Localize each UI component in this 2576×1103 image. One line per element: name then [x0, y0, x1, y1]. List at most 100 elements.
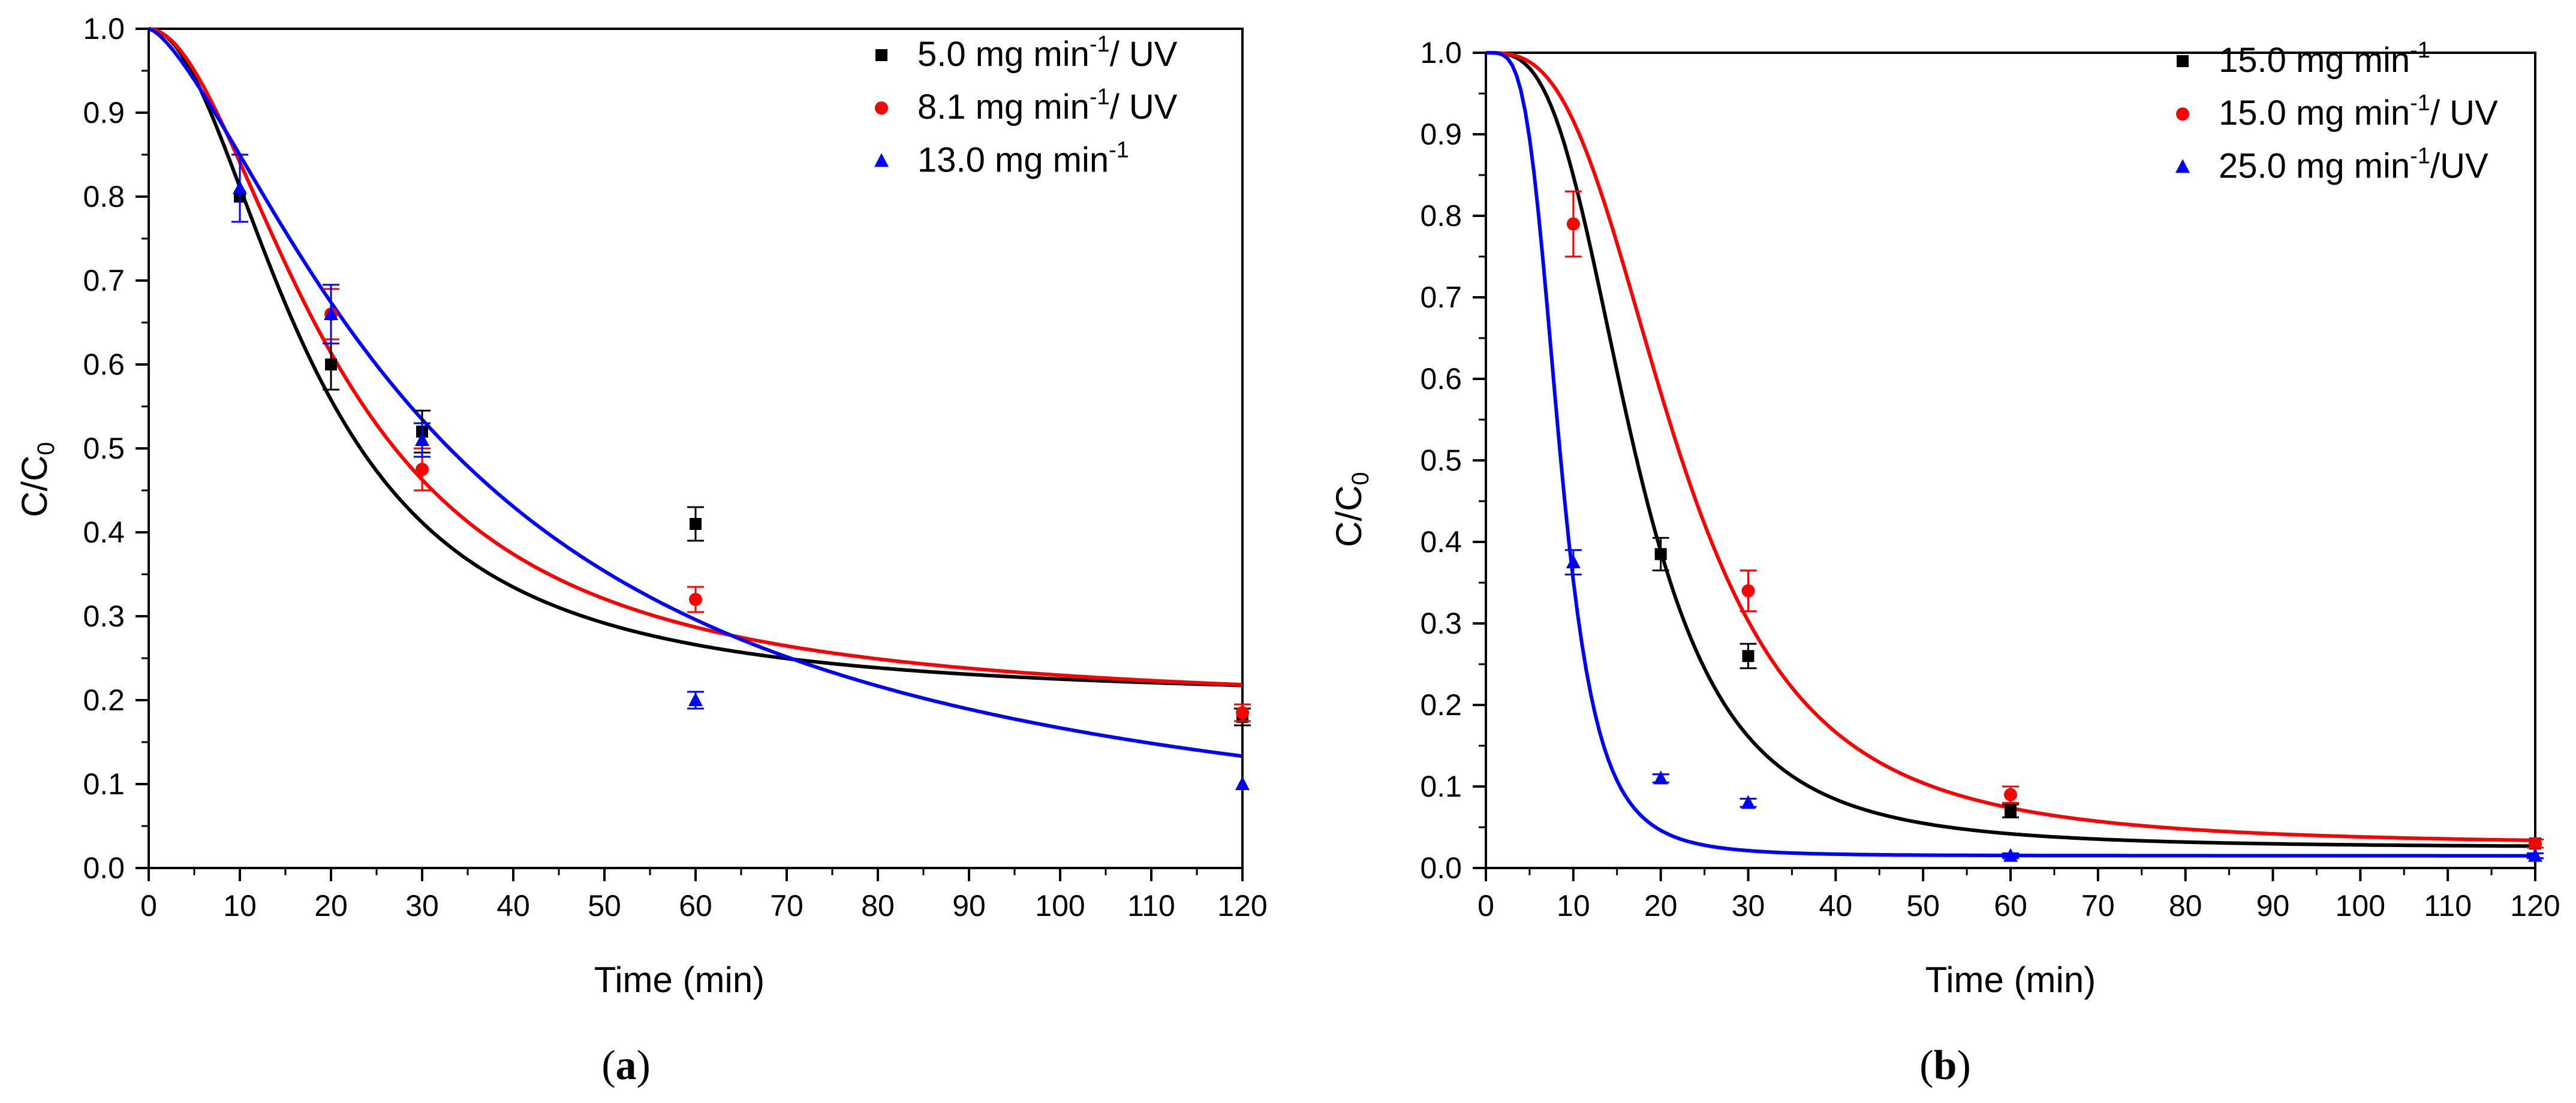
panel-a-xtick-label: 10 — [223, 889, 257, 923]
panel-b-plot: 0 10 20 30 40 50 60 70 80 90 100 110 120 0.0 0.1 0.2 0.3… — [1420, 36, 2560, 923]
panel-a-legend-marker-2 — [875, 101, 888, 115]
legend-text-superscript: -1 — [2410, 143, 2430, 168]
panel-a-xlabel: Time (min) — [594, 960, 765, 1000]
panel-a: Time (min) C/C0 (a) — [14, 442, 765, 1089]
legend-text-main: 15.0 mg min — [2219, 41, 2410, 80]
panel-b-data-point-s1 — [1654, 548, 1667, 560]
panel-a-ytick-label: 0.1 — [83, 767, 125, 801]
panel-a-xtick-label: 60 — [679, 889, 712, 923]
panel-b-xtick-label: 120 — [2510, 889, 2560, 923]
panel-a-data-point-s2 — [689, 593, 702, 606]
panel-a-data-point-s3 — [1235, 776, 1250, 790]
panel-a-xtick-label: 120 — [1217, 889, 1267, 923]
panel-b-ytick-label: 0.7 — [1420, 281, 1462, 314]
legend-text-suffix: / UV — [1110, 35, 1178, 74]
panel-b-data-point-s3 — [1566, 554, 1581, 568]
panel-a-fit-line-1 — [148, 27, 1243, 688]
panel-b-data-point-s1 — [2005, 804, 2017, 817]
panel-a-ylabel-main: C/C — [14, 455, 55, 517]
panel-a-data-point-s3 — [688, 692, 703, 706]
panel-b-xtick-label: 20 — [1644, 889, 1678, 923]
panel-b-xtick-label: 70 — [2081, 889, 2115, 923]
panel-b-data-point-s3 — [2003, 848, 2018, 862]
panel-a-ylabel-sub: 0 — [33, 442, 59, 455]
panel-a-legend-label-2: 8.1 mg min-1/ UV — [917, 85, 1178, 126]
panel-a-xtick-label: 80 — [861, 889, 895, 923]
panel-a-fit-line-3 — [148, 27, 1243, 758]
panel-b-data-point-s3 — [1741, 795, 1756, 809]
panel-a-data-point-s3 — [233, 180, 247, 194]
panel-b-ylabel-main: C/C — [1329, 485, 1369, 547]
panel-b-ytick-label: 0.8 — [1420, 199, 1462, 233]
panel-b-ytick-label: 0.4 — [1420, 525, 1462, 559]
panel-a-ytick-label: 0.5 — [83, 432, 125, 465]
panel-b-ytick-label: 0.9 — [1420, 117, 1462, 151]
panel-a-ytick-label: 0.0 — [83, 851, 125, 885]
panel-b-ytick-label: 0.1 — [1420, 770, 1462, 803]
panel-b-xtick-label: 50 — [1906, 889, 1940, 923]
legend-text-superscript: -1 — [1090, 32, 1110, 57]
panel-b-xtick-label: 0 — [1477, 889, 1494, 923]
panel-b-legend-label-1: 15.0 mg min-1 — [2219, 38, 2430, 80]
panel-a-xtick-label: 110 — [1127, 889, 1175, 923]
panel-b-legend-label-3: 25.0 mg min-1/UV — [2219, 143, 2488, 185]
legend-text-superscript: -1 — [2410, 91, 2430, 116]
panel-a-xtick-label: 70 — [770, 889, 804, 923]
panel-a-legend-marker-3 — [874, 153, 889, 167]
panel-a-label: (a) — [601, 1042, 651, 1089]
panel-b-legend-marker-3 — [2175, 159, 2190, 173]
panel-b-data-point-s2 — [2004, 788, 2017, 801]
legend-text-main: 15.0 mg min — [2219, 94, 2410, 132]
panel-b-data-point-s1 — [1742, 650, 1755, 662]
legend-text-main: 25.0 mg min — [2219, 146, 2410, 185]
panel-a-ytick-label: 0.3 — [83, 599, 125, 633]
panel-a-data-point-s2 — [1236, 706, 1249, 719]
panel-b-xtick-label: 40 — [1819, 889, 1853, 923]
panel-a-ylabel: C/C0 — [14, 442, 59, 517]
panel-b-data-point-s3 — [2528, 848, 2542, 862]
panel-b-legend-marker-2 — [2176, 107, 2189, 121]
panel-b-label-letter: b — [1934, 1042, 1957, 1089]
panel-b-ytick-label: 1.0 — [1420, 36, 1462, 70]
panel-b: Time (min) C/C0 (b) — [1329, 472, 2096, 1089]
panel-a-data-point-s1 — [325, 358, 337, 370]
panel-b-data-point-s2 — [2529, 837, 2542, 851]
panel-a-data-point-s3 — [415, 432, 429, 446]
panel-b-ytick-label: 0.6 — [1420, 362, 1462, 396]
panel-b-legend-marker-1 — [2177, 55, 2189, 67]
panel-b-xtick-label: 30 — [1732, 889, 1765, 923]
panel-a-ytick-label: 1.0 — [83, 12, 125, 46]
legend-text-suffix: / UV — [2430, 94, 2498, 132]
panel-b-data-point-s2 — [1741, 584, 1755, 598]
panel-b-ytick-label: 0.0 — [1420, 851, 1462, 885]
panel-b-xtick-label: 60 — [1994, 889, 2027, 923]
panel-b-xtick-label: 110 — [2424, 889, 2472, 923]
panel-a-xtick-label: 30 — [405, 889, 439, 923]
legend-text-main: 8.1 mg min — [917, 88, 1090, 126]
panel-a-xtick-label: 90 — [952, 889, 986, 923]
panel-b-xlabel: Time (min) — [1925, 960, 2096, 1000]
panel-a-ytick-label: 0.6 — [83, 348, 125, 381]
panel-a-legend-label-3: 13.0 mg min-1 — [917, 137, 1129, 179]
legend-text-main: 13.0 mg min — [917, 140, 1109, 179]
panel-b-ylabel: C/C0 — [1329, 472, 1374, 547]
panel-a-xtick-label: 0 — [140, 889, 157, 923]
legend-text-superscript: -1 — [1109, 137, 1129, 162]
panel-b-ylabel-sub: 0 — [1347, 472, 1374, 485]
panel-b-ytick-label: 0.2 — [1420, 688, 1462, 722]
legend-text-superscript: -1 — [1090, 85, 1110, 110]
panel-a-legend-marker-1 — [875, 49, 887, 61]
panel-a-data-point-s3 — [324, 306, 338, 320]
panel-a-xtick-label: 50 — [588, 889, 621, 923]
panel-b-xtick-label: 90 — [2256, 889, 2290, 923]
panel-a-label-letter: a — [616, 1042, 637, 1089]
panel-a-ytick-label: 0.4 — [83, 516, 125, 549]
legend-text-suffix: /UV — [2430, 146, 2488, 185]
panel-b-xtick-label: 80 — [2169, 889, 2202, 923]
panel-a-xtick-label: 20 — [314, 889, 348, 923]
panel-b-ytick-label: 0.3 — [1420, 607, 1462, 640]
panel-b-xtick-label: 10 — [1557, 889, 1590, 923]
